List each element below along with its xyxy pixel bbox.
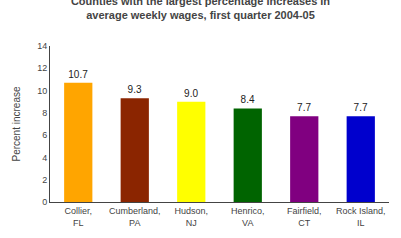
svg-text:9.0: 9.0 — [184, 88, 198, 99]
svg-text:7.7: 7.7 — [297, 102, 311, 113]
svg-text:9.3: 9.3 — [128, 84, 142, 95]
svg-text:Fairfield,CT: Fairfield,CT — [287, 206, 322, 228]
svg-text:Collier,FL: Collier,FL — [64, 206, 92, 228]
svg-text:Cumberland,PA: Cumberland,PA — [109, 206, 161, 228]
svg-text:Rock Island,IL: Rock Island,IL — [336, 206, 386, 228]
svg-text:4: 4 — [42, 153, 47, 163]
svg-text:Hudson,NJ: Hudson,NJ — [174, 206, 208, 228]
svg-text:14: 14 — [37, 41, 47, 51]
svg-text:2: 2 — [42, 175, 47, 185]
svg-text:Counties with the largest perc: Counties with the largest percentage inc… — [71, 0, 330, 21]
svg-text:10: 10 — [37, 86, 47, 96]
svg-text:Henrico,VA: Henrico,VA — [231, 206, 265, 228]
svg-text:6: 6 — [42, 130, 47, 140]
svg-text:10.7: 10.7 — [68, 69, 88, 80]
svg-text:0: 0 — [42, 197, 47, 207]
svg-text:8.4: 8.4 — [241, 94, 255, 105]
svg-text:7.7: 7.7 — [354, 102, 368, 113]
svg-text:8: 8 — [42, 108, 47, 118]
svg-text:Percent increase: Percent increase — [11, 86, 22, 161]
svg-text:12: 12 — [37, 63, 47, 73]
